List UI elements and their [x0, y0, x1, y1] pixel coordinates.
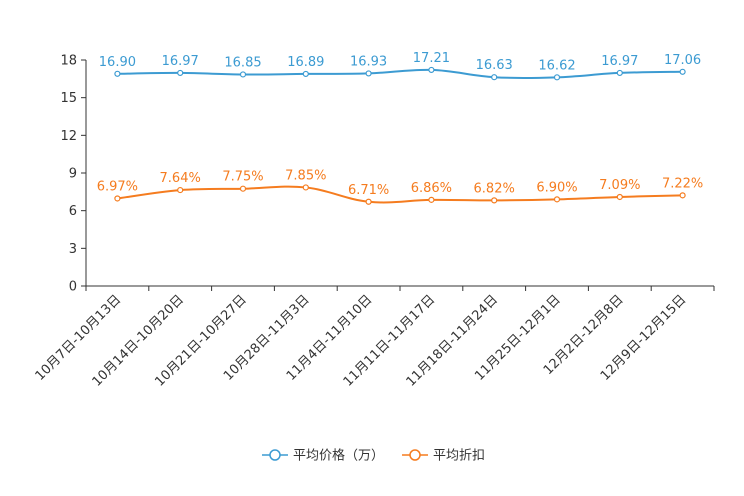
legend-marker-icon [269, 449, 281, 461]
data-point [302, 70, 309, 78]
data-point [177, 69, 184, 77]
data-label: 7.22% [662, 176, 703, 191]
data-label: 16.93 [350, 54, 387, 69]
data-point [365, 70, 372, 77]
data-label: 6.86% [411, 181, 452, 196]
y-axis-ticks: 0 3 6 9 12 15 18 [60, 54, 86, 295]
data-label: 6.90% [536, 180, 577, 195]
series-layer: 16.90 16.97 16.85 16.89 16.93 17.21 16.63 16.62… [97, 51, 703, 205]
data-point [679, 68, 686, 75]
data-label: 17.21 [413, 51, 450, 66]
data-point [491, 74, 498, 81]
data-point [428, 196, 435, 203]
data-point [428, 66, 435, 74]
data-label: 16.97 [162, 54, 199, 69]
data-label: 17.06 [664, 53, 701, 68]
data-label: 16.63 [476, 58, 513, 73]
data-point [616, 193, 623, 201]
data-point [239, 71, 247, 78]
series-1: 16.90 16.97 16.85 16.89 16.93 17.21 16.63 16.62… [99, 51, 701, 81]
legend-label: 平均价格（万） [293, 448, 384, 464]
data-point [239, 185, 247, 192]
series-line [117, 185, 683, 204]
legend-item-1: 平均价格（万） [262, 448, 384, 464]
series-line [117, 68, 683, 80]
data-point [553, 74, 561, 81]
data-label: 16.90 [99, 55, 136, 70]
data-label: 7.75% [222, 170, 263, 185]
data-label: 16.97 [601, 54, 638, 69]
data-label: 7.85% [285, 168, 326, 183]
data-label: 6.97% [97, 179, 138, 194]
y-tick-label: 6 [69, 204, 77, 219]
x-axis-ticks: 10月7日-10月13日10月14日-10月20日10月21日-10月27日10… [33, 286, 715, 390]
y-tick-label: 15 [60, 91, 77, 106]
data-point [114, 195, 121, 202]
y-tick-label: 3 [69, 242, 77, 257]
data-label: 16.85 [224, 55, 261, 70]
data-label: 6.71% [348, 183, 389, 198]
data-point [616, 69, 623, 77]
series-2: 6.97% 7.64% 7.75% 7.85% 6.71% 6.86% 6.82% 6.90%… [97, 168, 703, 205]
data-label: 7.64% [160, 171, 201, 186]
data-label: 7.09% [599, 178, 640, 193]
data-point [553, 196, 561, 203]
y-tick-label: 0 [69, 280, 77, 295]
data-point [365, 198, 372, 205]
data-label: 16.62 [538, 58, 575, 73]
legend-marker-icon [409, 449, 421, 461]
data-label: 6.82% [474, 181, 515, 196]
legend-item-2: 平均折扣 [402, 449, 485, 464]
data-point [302, 184, 309, 191]
data-label: 16.89 [287, 55, 324, 70]
data-point [177, 186, 184, 194]
legend: 平均价格（万） 平均折扣 [262, 448, 485, 464]
y-tick-label: 18 [60, 54, 77, 69]
data-point [491, 197, 498, 204]
y-tick-label: 12 [60, 129, 77, 144]
data-point [679, 192, 686, 199]
y-tick-label: 9 [69, 167, 77, 182]
data-point [114, 70, 121, 77]
legend-label: 平均折扣 [433, 449, 485, 464]
